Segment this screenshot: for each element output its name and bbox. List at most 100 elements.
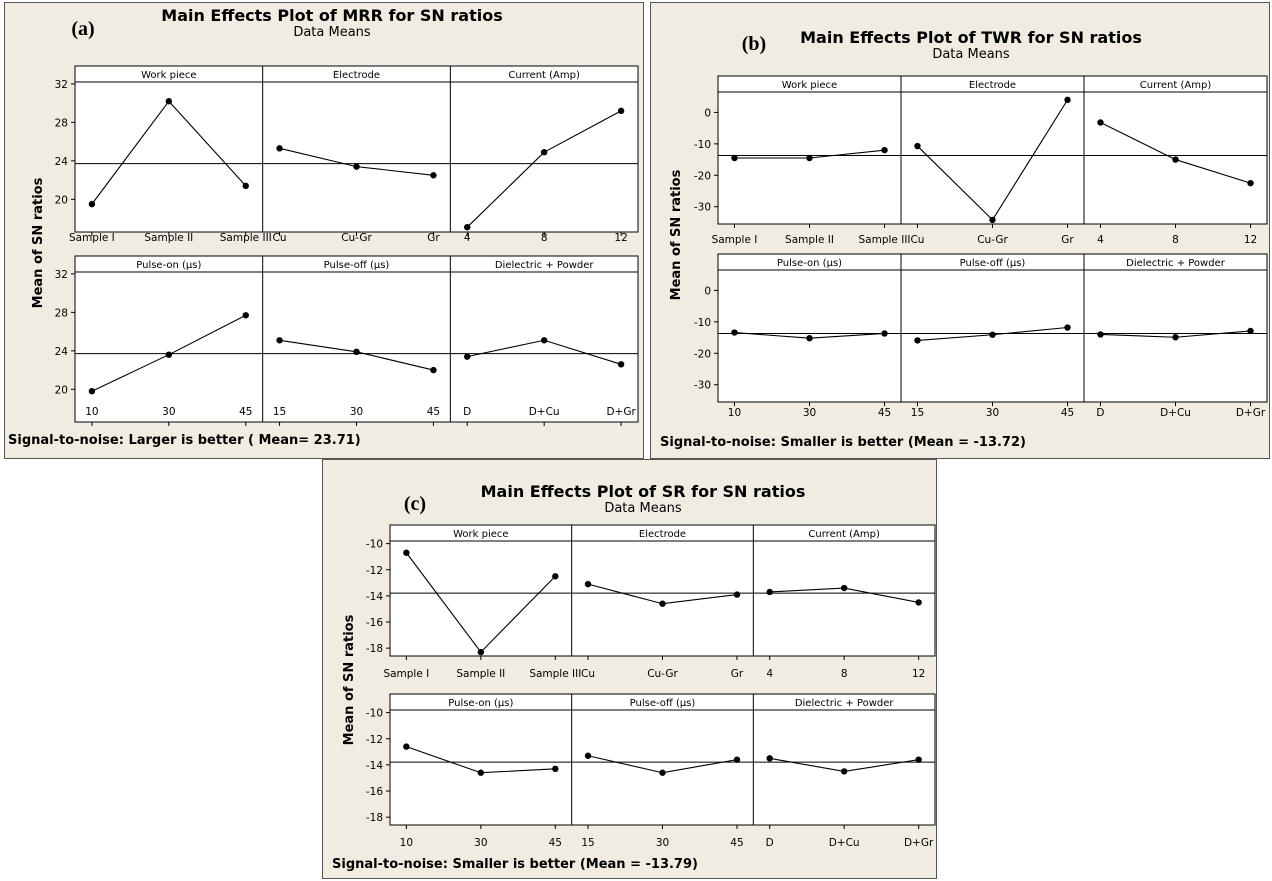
data-point xyxy=(881,146,888,154)
panel-strip-label: Current (Amp) xyxy=(808,529,880,540)
data-point xyxy=(731,329,738,336)
x-tick-label: Sample II xyxy=(144,232,193,244)
x-tick-label: 8 xyxy=(841,668,848,680)
y-tick-label: -10 xyxy=(366,708,383,720)
y-tick-label: 0 xyxy=(704,285,711,297)
data-point xyxy=(840,768,848,775)
panel-strip-label: Electrode xyxy=(969,80,1016,91)
data-point xyxy=(1247,179,1254,187)
x-tick-label: 8 xyxy=(1172,234,1179,246)
data-point xyxy=(242,312,249,319)
chart-title: Main Effects Plot of SR for SN ratios xyxy=(481,482,806,501)
y-tick-label: 24 xyxy=(55,346,69,358)
data-point xyxy=(88,200,96,208)
x-tick-label: Cu-Gr xyxy=(977,234,1008,246)
panel-strip-label: Work piece xyxy=(141,70,196,81)
data-point xyxy=(1097,331,1104,338)
y-axis-label: Mean of SN ratios xyxy=(342,614,357,745)
data-point xyxy=(1064,324,1071,331)
y-tick-label: 20 xyxy=(55,384,68,396)
plot-frame xyxy=(717,253,1268,403)
x-tick-label: 12 xyxy=(912,668,925,680)
x-tick-label: 45 xyxy=(549,837,562,849)
x-tick-label: 10 xyxy=(400,837,413,849)
data-point xyxy=(1247,327,1254,335)
data-point xyxy=(915,756,922,763)
footer-note: Signal-to-noise: Smaller is better (Mean… xyxy=(332,857,698,872)
chart-subtitle: Data Means xyxy=(604,501,682,516)
x-tick-label: 12 xyxy=(614,232,627,244)
x-tick-label: 45 xyxy=(239,406,252,418)
chart-svg: (b) Main Effects Plot of TWR for SN ratio… xyxy=(660,28,1268,450)
x-tick-label: 30 xyxy=(986,407,999,419)
data-point xyxy=(989,331,996,338)
x-tick-label: Sample III xyxy=(220,232,272,244)
data-point xyxy=(806,154,813,162)
x-tick-label: 15 xyxy=(273,406,286,418)
data-point xyxy=(353,348,360,356)
x-tick-label: Sample II xyxy=(456,668,505,680)
y-tick-label: 0 xyxy=(704,107,711,119)
x-tick-label: D xyxy=(463,406,471,418)
data-point xyxy=(477,769,485,776)
y-tick-label: 32 xyxy=(55,269,68,281)
data-point xyxy=(464,353,471,360)
panel-strip-label: Work piece xyxy=(782,80,837,91)
x-tick-label: D xyxy=(766,837,774,849)
y-axis-label: Mean of SN ratios xyxy=(31,177,46,308)
data-point xyxy=(242,182,249,190)
y-tick-label: -16 xyxy=(366,786,383,798)
x-tick-label: Cu-Gr xyxy=(647,668,678,680)
y-axis-label: Mean of SN ratios xyxy=(669,169,684,300)
x-tick-label: Gr xyxy=(427,232,440,244)
y-tick-label: -10 xyxy=(694,139,711,151)
figure-letter: (b) xyxy=(742,33,766,55)
y-tick-label: -14 xyxy=(366,591,383,603)
y-tick-label: -14 xyxy=(366,760,383,772)
data-point xyxy=(1172,156,1179,163)
x-tick-label: 30 xyxy=(474,837,487,849)
panel-strip-label: Pulse-off (µs) xyxy=(324,260,390,271)
data-point xyxy=(430,366,437,374)
x-tick-label: 8 xyxy=(541,232,548,244)
data-point xyxy=(430,172,437,179)
panel-strip-label: Dielectric + Powder xyxy=(795,698,895,709)
y-tick-label: -12 xyxy=(366,734,383,746)
plot-frame xyxy=(717,75,1268,225)
data-point xyxy=(552,765,559,773)
data-point xyxy=(1172,334,1179,341)
x-tick-label: 4 xyxy=(464,232,471,244)
data-point xyxy=(733,591,741,598)
y-tick-label: -12 xyxy=(366,565,383,577)
y-tick-label: -30 xyxy=(694,380,711,392)
data-point xyxy=(353,163,360,170)
y-tick-label: -10 xyxy=(366,539,383,551)
data-point xyxy=(403,549,410,556)
y-tick-label: 28 xyxy=(55,307,68,319)
x-tick-label: 12 xyxy=(1244,234,1257,246)
x-tick-label: D+Cu xyxy=(829,837,860,849)
x-tick-label: D+Gr xyxy=(904,837,934,849)
panel-strip-label: Pulse-off (µs) xyxy=(960,258,1026,269)
data-point xyxy=(806,335,813,342)
x-tick-label: Sample II xyxy=(785,234,834,246)
footer-note: Signal-to-noise: Larger is better ( Mean… xyxy=(8,433,361,448)
data-point xyxy=(276,145,283,152)
panel-strip-label: Pulse-on (µs) xyxy=(448,698,513,709)
y-tick-label: 24 xyxy=(55,156,69,168)
panel-strip-label: Electrode xyxy=(639,529,686,540)
panel-strip-label: Dielectric + Powder xyxy=(495,260,595,271)
chart-title: Main Effects Plot of MRR for SN ratios xyxy=(161,6,502,25)
x-tick-label: Cu xyxy=(273,232,287,244)
data-point xyxy=(840,584,848,592)
data-point xyxy=(914,337,921,344)
y-tick-label: -10 xyxy=(694,317,711,329)
data-point xyxy=(276,337,283,344)
x-tick-label: 10 xyxy=(85,406,98,418)
panel-strip-label: Current (Amp) xyxy=(508,70,580,81)
x-tick-label: 4 xyxy=(766,668,773,680)
x-tick-label: Gr xyxy=(1061,234,1074,246)
y-tick-label: -18 xyxy=(366,643,383,655)
x-tick-label: 45 xyxy=(1061,407,1074,419)
data-point xyxy=(617,361,625,368)
